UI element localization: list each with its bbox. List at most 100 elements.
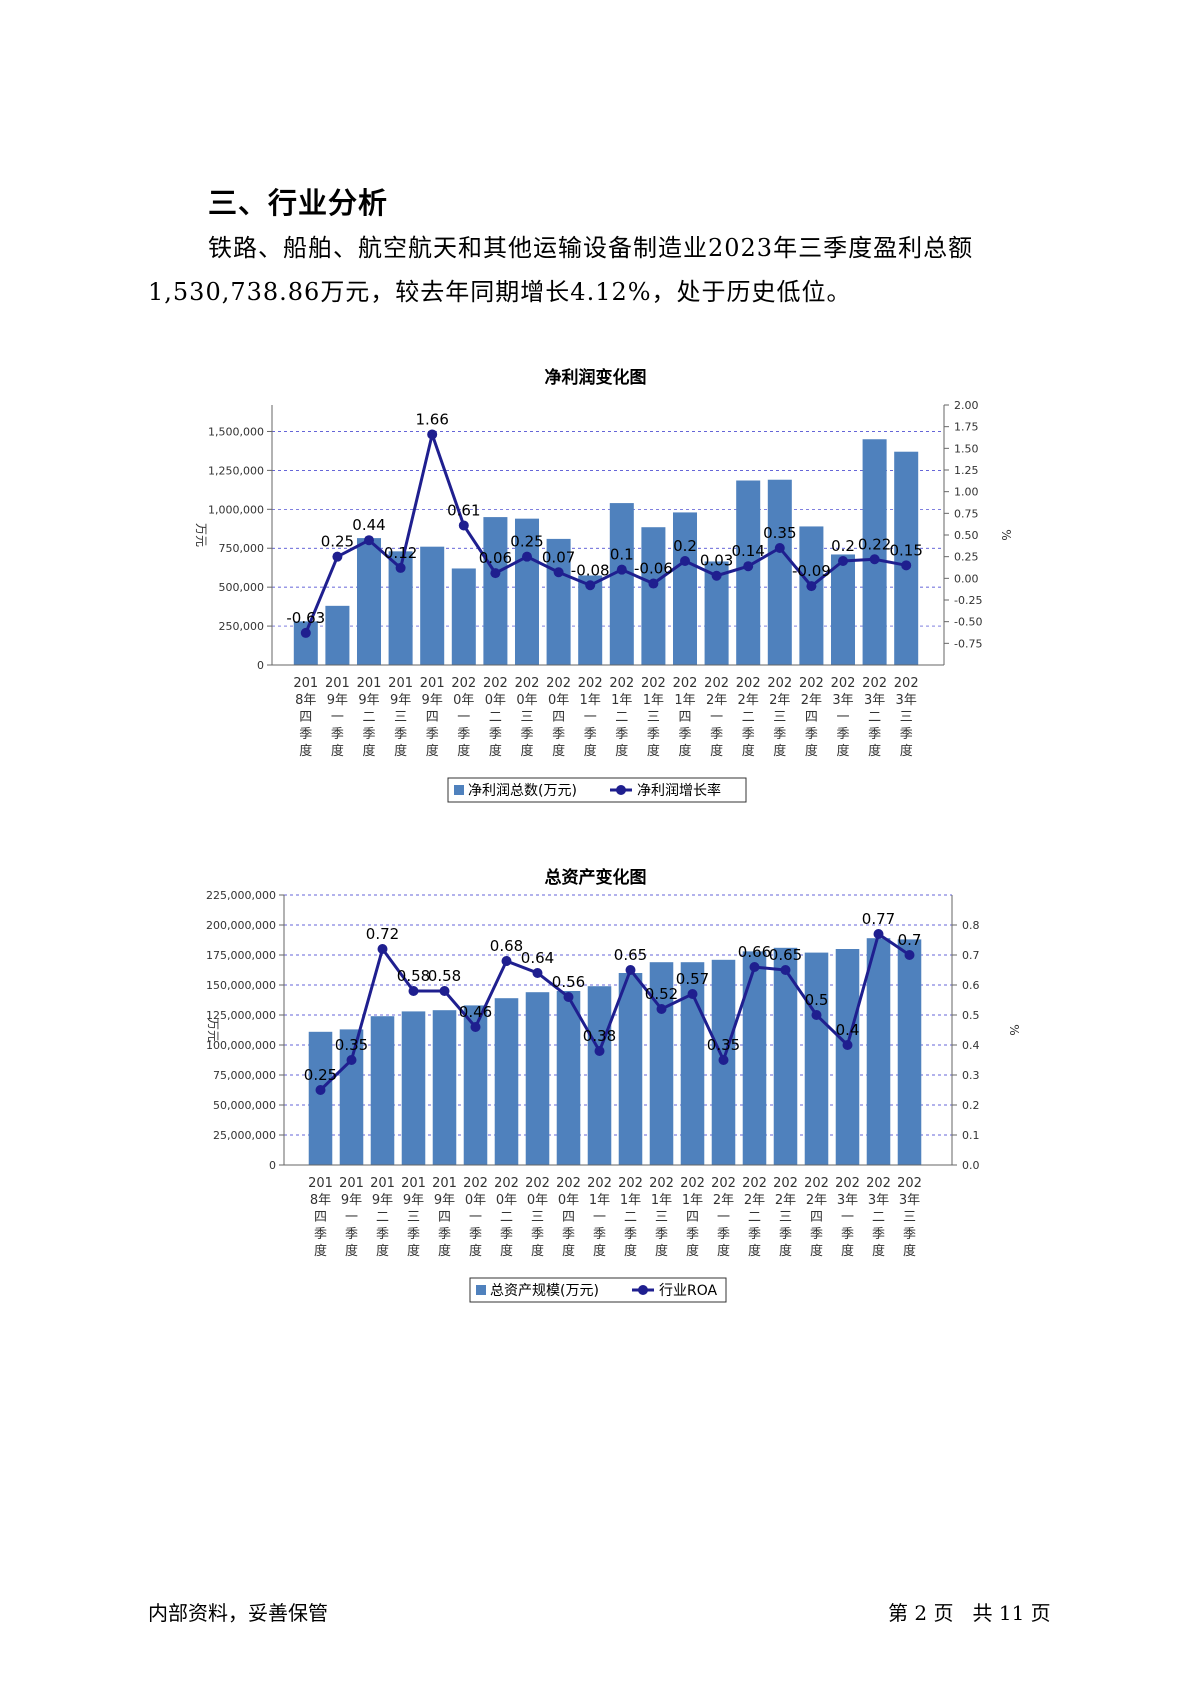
y2-tick-label: 0.25 (954, 551, 979, 564)
y2-tick-label: -0.25 (954, 594, 982, 607)
x-tick-label: 一 (584, 710, 597, 725)
line-point (749, 962, 760, 972)
bar (767, 479, 792, 665)
x-tick-label: 季 (345, 1227, 358, 1242)
data-label: 0.12 (384, 544, 417, 562)
x-tick-label: 9年 (372, 1193, 393, 1208)
x-tick-label: 1年 (643, 693, 664, 708)
x-tick-label: 季 (469, 1227, 482, 1242)
section-heading: 三、行业分析 (208, 186, 389, 220)
x-tick-label: 三 (394, 710, 407, 725)
x-tick-label: 四 (314, 1210, 327, 1225)
data-label: 0.15 (889, 541, 922, 559)
x-tick-label: 季 (805, 727, 818, 742)
y-tick-label: 200,000,000 (206, 919, 276, 932)
x-tick-label: 2年 (769, 693, 790, 708)
x-tick-label: 202 (711, 1176, 736, 1191)
series-line (319, 931, 911, 1092)
y-tick-label: 750,000 (219, 542, 265, 555)
x-tick-label: 度 (710, 743, 723, 759)
x-tick-label: 202 (587, 1176, 612, 1191)
data-label: 0.25 (510, 533, 543, 551)
data-label: -0.63 (286, 609, 325, 627)
line-point (522, 551, 532, 562)
y2-tick-label: 0.5 (962, 1009, 980, 1022)
y-axis-label: 万元 (206, 1018, 220, 1042)
x-tick-label: 202 (804, 1176, 829, 1191)
data-label: 0.58 (428, 967, 461, 985)
bar (401, 1011, 426, 1165)
x-tick-label: 季 (810, 1227, 823, 1242)
x-tick-label: 1年 (651, 1193, 672, 1208)
bar (525, 992, 550, 1165)
y2-tick-label: 0.00 (954, 572, 979, 585)
x-tick-label: 度 (655, 1243, 668, 1259)
y2-tick-label: 1.50 (954, 442, 979, 455)
x-tick-label: 度 (593, 1243, 606, 1259)
data-label: 0.58 (397, 967, 430, 985)
x-tick-label: 一 (841, 1210, 854, 1225)
y2-tick-label: 0.0 (962, 1159, 980, 1172)
x-tick-label: 202 (799, 676, 824, 691)
x-tick-label: 季 (742, 727, 755, 742)
x-tick-label: 季 (531, 1227, 544, 1242)
y2-tick-label: 0.75 (954, 507, 979, 520)
line-point (458, 520, 469, 531)
bar (609, 503, 634, 665)
x-tick-label: 202 (618, 1176, 643, 1191)
x-tick-label: 季 (773, 727, 786, 742)
x-tick-label: 度 (489, 743, 502, 759)
legend-line-label: 行业ROA (659, 1283, 718, 1299)
bar (830, 554, 856, 665)
x-tick-label: 201 (401, 1176, 426, 1191)
x-tick-label: 度 (562, 1243, 575, 1259)
bar (514, 518, 540, 665)
x-tick-label: 季 (426, 727, 439, 742)
x-tick-label: 一 (469, 1210, 482, 1225)
x-tick-label: 四 (805, 710, 818, 725)
bar (672, 512, 698, 665)
legend-box (447, 777, 747, 803)
x-tick-label: 季 (748, 1227, 761, 1242)
line-point (332, 551, 343, 562)
x-tick-label: 9年 (390, 693, 411, 708)
x-tick-label: 四 (299, 710, 312, 725)
x-tick-label: 202 (649, 1176, 674, 1191)
x-tick-label: 202 (673, 676, 698, 691)
x-tick-label: 度 (438, 1243, 451, 1259)
x-tick-label: 季 (624, 1227, 637, 1242)
bar (546, 538, 571, 665)
x-tick-label: 四 (552, 710, 565, 725)
x-tick-label: 季 (678, 727, 691, 742)
line-point (315, 1085, 326, 1095)
line-point (838, 556, 848, 566)
x-tick-label: 四 (562, 1210, 575, 1225)
data-label: -0.08 (571, 561, 610, 579)
y-tick-label: 75,000,000 (213, 1069, 276, 1082)
bar (799, 526, 824, 665)
bar (463, 1005, 488, 1165)
x-tick-label: 201 (357, 676, 382, 691)
x-tick-label: 季 (376, 1227, 389, 1242)
x-tick-label: 度 (841, 1243, 854, 1259)
x-tick-label: 2年 (775, 1193, 796, 1208)
line-point (563, 992, 574, 1002)
x-tick-label: 二 (748, 1210, 761, 1225)
x-tick-label: 季 (584, 727, 597, 742)
x-tick-label: 0年 (527, 1193, 548, 1208)
x-tick-label: 度 (647, 743, 660, 759)
line-point (594, 1046, 605, 1056)
paragraph-line-2: 1,530,738.86万元，较去年同期增长4.12%，处于历史低位。 (148, 278, 852, 306)
x-tick-label: 202 (767, 676, 792, 691)
line-point (873, 929, 884, 939)
line-point (439, 986, 450, 996)
x-tick-label: 季 (407, 1227, 420, 1242)
x-tick-label: 202 (680, 1176, 705, 1191)
x-tick-label: 201 (293, 676, 318, 691)
x-tick-label: 202 (773, 1176, 798, 1191)
x-tick-label: 四 (678, 710, 691, 725)
x-tick-label: 季 (489, 727, 502, 742)
x-tick-label: 季 (457, 727, 470, 742)
x-tick-label: 季 (717, 1227, 730, 1242)
